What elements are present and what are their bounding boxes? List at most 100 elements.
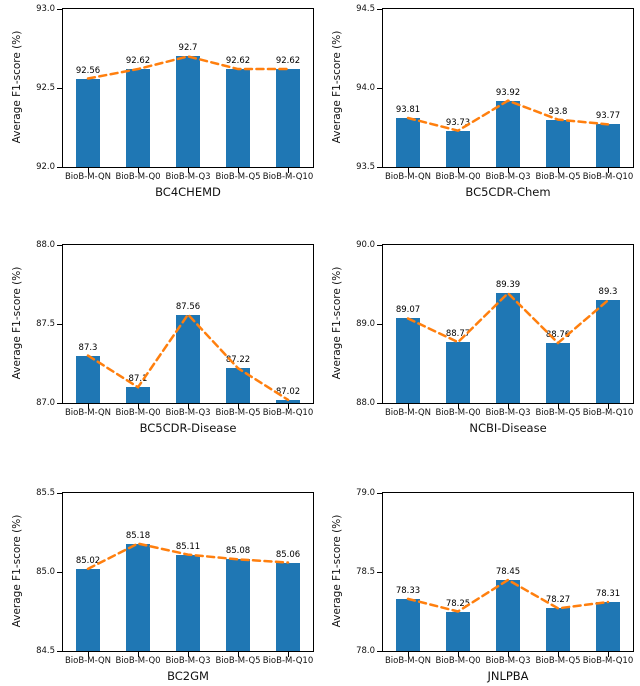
x-tick-mark [138,403,139,409]
bar-biob-m-q5 [226,69,250,167]
value-label: 92.56 [75,65,101,76]
value-label: 93.81 [395,105,421,116]
x-tick-label: BioB-M-QN [64,656,112,666]
plot-area: 87.0 87.5 88.0 87.3 BioB-M-QN 87.1 BioB-M-Q0 87… [36,240,314,435]
bar-biob-m-q5 [226,368,250,403]
bar-biob-m-q5 [226,559,250,651]
bar-biob-m-q3 [496,100,520,167]
x-tick-mark [608,167,609,173]
bar-biob-m-q3 [176,314,200,403]
x-tick-label: BioB-M-QN [384,172,432,182]
x-tick-label: BioB-M-Q10 [262,172,314,182]
y-tick-mark [57,166,63,168]
y-axis-label: Average F1-score (%) [331,30,343,144]
x-tick-label: BioB-M-Q5 [215,408,261,418]
x-tick-label: BioB-M-Q3 [485,408,531,418]
bar-biob-m-q10 [596,300,620,403]
value-label: 85.06 [275,549,301,560]
value-label: 92.62 [125,56,151,67]
y-tick-label: 90.0 [356,240,375,250]
x-axis-title: BC4CHEMD [155,185,221,199]
x-tick-label: BioB-M-Q5 [215,172,261,182]
x-tick-mark [608,403,609,409]
bar-biob-m-q10 [276,562,300,651]
value-label: 93.8 [548,106,568,117]
subplot-bc2gm: Average F1-score (%) 84.5 85.0 85.5 85.02 Bio… [0,462,320,686]
value-label: 92.62 [225,56,251,67]
bar-biob-m-q10 [276,399,300,403]
x-tick-mark [508,651,509,657]
x-tick-label: BioB-M-Q0 [435,656,481,666]
y-axis-label: Average F1-score (%) [331,514,343,628]
bar-biob-m-q5 [546,342,570,403]
y-tick-mark [57,87,63,89]
x-tick-label: BioB-M-Q0 [115,172,161,182]
x-axis-title: JNLPBA [487,669,529,683]
value-label: 85.18 [125,530,151,541]
x-tick-mark [408,651,409,657]
y-tick-label: 94.0 [356,83,375,93]
bar-biob-m-qn [396,118,420,167]
value-label: 92.7 [178,43,198,54]
value-label: 78.27 [545,595,571,606]
y-tick-mark [57,650,63,652]
y-tick-mark [377,402,383,404]
y-axis-label: Average F1-score (%) [331,266,343,380]
y-tick-label: 93.5 [356,162,375,172]
value-label: 78.33 [395,585,421,596]
x-tick-label: BioB-M-Q5 [535,408,581,418]
x-tick-mark [188,651,189,657]
bar-biob-m-qn [396,598,420,651]
bar-biob-m-q0 [126,69,150,167]
x-tick-label: BioB-M-Q3 [165,172,211,182]
subplot-bc4chemd: Average F1-score (%) 92.0 92.5 93.0 92.56 Bio… [0,0,320,230]
value-label: 87.22 [225,355,251,366]
y-tick-label: 85.5 [36,488,55,498]
y-tick-label: 84.5 [36,646,55,656]
x-tick-label: BioB-M-Q0 [115,408,161,418]
bar-biob-m-q0 [126,543,150,651]
bar-biob-m-q10 [596,602,620,651]
x-tick-mark [608,651,609,657]
bar-biob-m-q10 [596,124,620,167]
x-tick-mark [188,403,189,409]
x-tick-mark [88,651,89,657]
y-tick-label: 87.0 [36,398,55,408]
x-tick-label: BioB-M-Q10 [582,656,634,666]
bar-biob-m-q0 [446,611,470,651]
bar-biob-m-q10 [276,69,300,167]
x-tick-label: BioB-M-QN [384,656,432,666]
x-tick-mark [238,651,239,657]
y-tick-mark [377,492,383,494]
value-label: 87.3 [78,342,98,353]
x-tick-label: BioB-M-Q0 [435,172,481,182]
value-label: 85.08 [225,546,251,557]
bar-biob-m-qn [396,318,420,403]
y-tick-label: 92.0 [36,162,55,172]
y-tick-mark [377,244,383,246]
bar-biob-m-q0 [446,130,470,167]
y-tick-label: 88.0 [356,398,375,408]
x-tick-label: BioB-M-Q3 [165,408,211,418]
bar-biob-m-q3 [176,56,200,167]
bar-biob-m-qn [76,78,100,167]
plot-area: 92.0 92.5 93.0 92.56 BioB-M-QN 92.62 BioB-M-Q0… [36,4,314,199]
x-tick-label: BioB-M-QN [64,408,112,418]
subplot-bc5cdr-disease: Average F1-score (%) 87.0 87.5 88.0 87.3 BioB… [0,230,320,462]
x-tick-label: BioB-M-QN [64,172,112,182]
subplot-bc5cdr-chem: Average F1-score (%) 93.5 94.0 94.5 93.81 Bio… [320,0,640,230]
value-label: 89.39 [495,280,521,291]
plot-area: 93.5 94.0 94.5 93.81 BioB-M-QN 93.73 BioB-M-Q0… [356,4,634,199]
value-label: 88.76 [545,329,571,340]
y-axis-label: Average F1-score (%) [11,514,23,628]
value-label: 89.07 [395,305,421,316]
y-tick-mark [57,402,63,404]
y-tick-mark [377,571,383,573]
plot-area: 78.0 78.5 79.0 78.33 BioB-M-QN 78.25 BioB-M-Q0… [356,488,634,683]
y-tick-label: 94.5 [356,4,375,14]
x-tick-mark [138,167,139,173]
x-tick-label: BioB-M-Q10 [582,172,634,182]
bar-biob-m-q3 [176,554,200,651]
x-tick-mark [238,403,239,409]
x-tick-mark [88,167,89,173]
